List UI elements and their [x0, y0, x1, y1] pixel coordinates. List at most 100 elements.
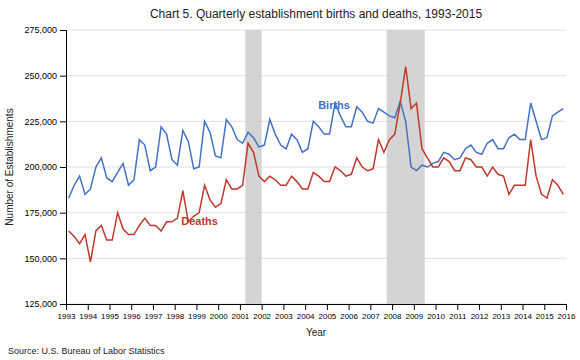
x-tick-mark	[305, 304, 306, 310]
x-tick-label: 1997	[145, 312, 163, 321]
x-tick-label: 2003	[275, 312, 293, 321]
x-tick-label: 1996	[123, 312, 141, 321]
y-tick: 250,000	[24, 71, 66, 81]
x-tick-label: 2005	[318, 312, 336, 321]
x-tick-label: 2000	[210, 312, 228, 321]
grid-line	[66, 121, 566, 122]
series-line	[69, 101, 564, 198]
x-tick-label: 2001	[232, 312, 250, 321]
chart-svg: 1993199419951996199719981999200020012002…	[0, 0, 580, 360]
x-tick-label: 2011	[449, 312, 467, 321]
y-tick-mark	[60, 30, 66, 31]
recession-band	[245, 30, 261, 304]
grid-line	[66, 75, 566, 76]
x-tick: 1998	[166, 304, 184, 321]
y-tick: 175,000	[24, 208, 66, 218]
y-tick-label: 275,000	[24, 25, 57, 35]
x-axis-line	[67, 305, 567, 311]
y-tick-label: 175,000	[24, 208, 57, 218]
x-tick-mark	[523, 304, 524, 310]
x-tick: 2013	[492, 304, 510, 321]
x-tick-label: 2012	[471, 312, 489, 321]
y-tick-mark	[60, 167, 66, 168]
y-axis-title: Number of Establishments	[4, 108, 15, 225]
x-tick: 2004	[297, 304, 315, 321]
x-tick-mark	[349, 304, 350, 310]
x-tick-label: 2007	[362, 312, 380, 321]
x-tick-mark	[131, 304, 132, 310]
y-tick-label: 150,000	[24, 254, 57, 264]
x-tick-mark	[153, 304, 154, 310]
x-tick: 2008	[384, 304, 402, 321]
x-tick-label: 2015	[536, 312, 554, 321]
x-tick-mark	[436, 304, 437, 310]
y-tick: 225,000	[24, 117, 66, 127]
x-tick-mark	[414, 304, 415, 310]
y-tick-mark	[60, 121, 66, 122]
x-tick-mark	[392, 304, 393, 310]
y-tick-mark	[60, 213, 66, 214]
grid	[66, 30, 566, 304]
x-tick: 1994	[79, 304, 97, 321]
chart-container: 1993199419951996199719981999200020012002…	[0, 0, 580, 360]
x-tick-label: 2002	[253, 312, 271, 321]
y-tick-mark	[60, 304, 66, 305]
x-tick-label: 1998	[166, 312, 184, 321]
grid-line	[66, 258, 566, 259]
x-tick-mark	[544, 304, 545, 310]
x-tick: 2015	[536, 304, 554, 321]
grid-line	[66, 30, 566, 31]
x-tick: 1993	[58, 304, 76, 321]
y-tick: 200,000	[24, 162, 66, 172]
y-tick: 125,000	[24, 299, 66, 309]
x-tick-mark	[457, 304, 458, 310]
y-tick: 275,000	[24, 25, 66, 35]
y-tick-label: 125,000	[24, 299, 57, 309]
x-tick-label: 1995	[101, 312, 119, 321]
x-tick-mark	[479, 304, 480, 310]
plot-area: 1993199419951996199719981999200020012002…	[24, 25, 575, 320]
x-tick-label: 2014	[514, 312, 532, 321]
y-tick-label: 225,000	[24, 117, 57, 127]
grid-line	[66, 212, 566, 213]
x-tick-label: 1993	[58, 312, 76, 321]
x-tick: 2002	[253, 304, 271, 321]
x-tick-mark	[88, 304, 89, 310]
x-tick: 2006	[340, 304, 358, 321]
x-tick-mark	[283, 304, 284, 310]
x-tick: 2000	[210, 304, 228, 321]
x-tick-mark	[240, 304, 241, 310]
x-tick-label: 2004	[297, 312, 315, 321]
x-tick-label: 2016	[558, 312, 576, 321]
x-tick-mark	[109, 304, 110, 310]
x-axis-title: Year	[306, 327, 327, 338]
grid-line	[66, 167, 566, 168]
y-tick-label: 250,000	[24, 71, 57, 81]
x-tick: 2009	[405, 304, 423, 321]
x-tick: 2007	[362, 304, 380, 321]
x-tick-label: 1994	[79, 312, 97, 321]
x-tick-label: 2008	[384, 312, 402, 321]
y-tick-mark	[60, 258, 66, 259]
x-tick-label: 2013	[492, 312, 510, 321]
x-tick-label: 1999	[188, 312, 206, 321]
x-tick-label: 2009	[405, 312, 423, 321]
x-axis: 1993199419951996199719981999200020012002…	[58, 304, 576, 321]
y-tick-mark	[60, 76, 66, 77]
y-axis: 125,000 150,000 175,000 200,000 225,000 250,0…	[24, 25, 66, 309]
x-tick-mark	[262, 304, 263, 310]
x-tick: 1995	[101, 304, 119, 321]
annotation: Deaths	[181, 215, 218, 227]
x-tick-mark	[218, 304, 219, 310]
marks	[69, 30, 564, 304]
x-tick-mark	[196, 304, 197, 310]
y-tick-label: 200,000	[24, 162, 57, 172]
x-tick: 1999	[188, 304, 206, 321]
x-tick-mark	[370, 304, 371, 310]
x-tick-label: 2010	[427, 312, 445, 321]
y-axis-line	[60, 31, 67, 305]
x-tick: 2001	[232, 304, 250, 321]
x-tick: 2010	[427, 304, 445, 321]
annotation: Births	[318, 99, 350, 111]
x-tick-mark	[566, 304, 567, 310]
